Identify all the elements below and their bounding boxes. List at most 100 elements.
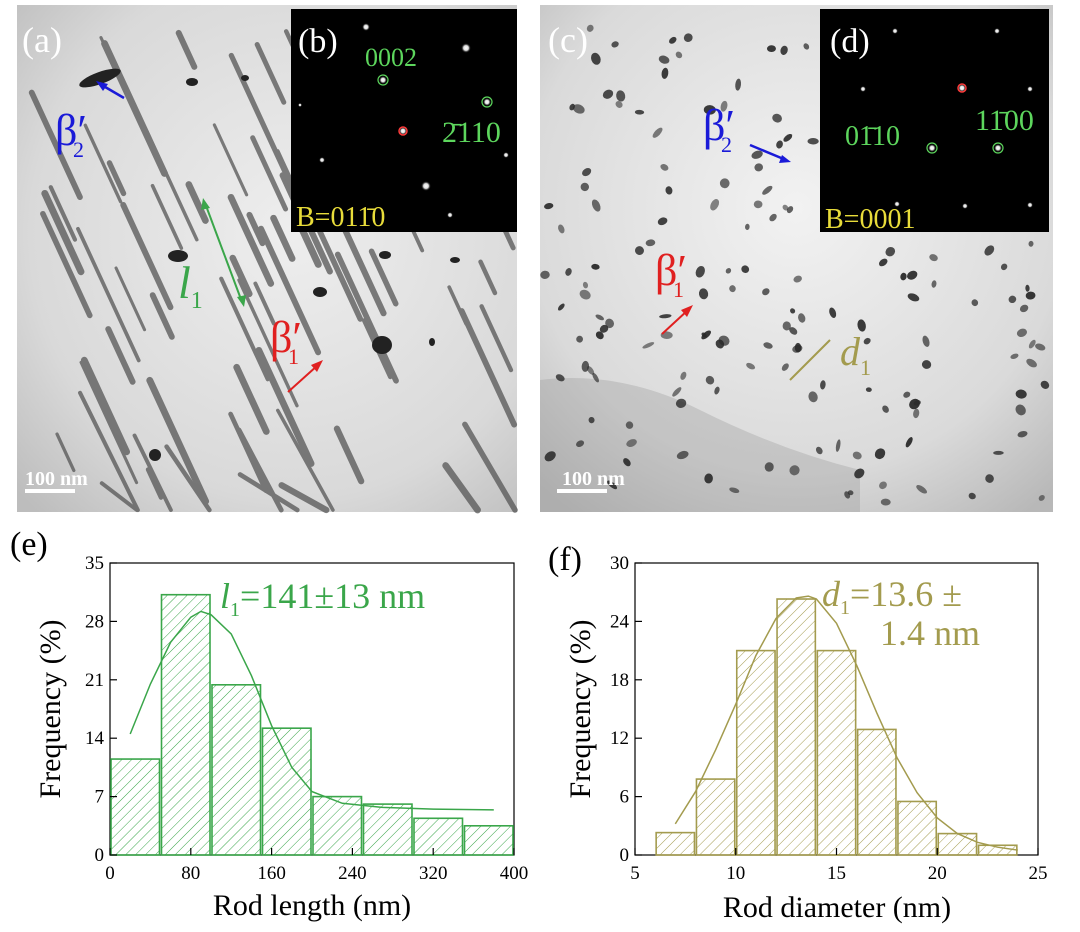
precipitate-rod	[132, 433, 173, 512]
precipitate-dot	[878, 258, 888, 267]
precipitate-dot	[729, 487, 740, 494]
precipitate-dot	[611, 41, 619, 48]
precipitate-dot	[905, 437, 913, 448]
precipitate-dot	[701, 332, 707, 338]
precipitate-dot	[595, 331, 604, 340]
panel-a-label: (a)	[22, 20, 62, 60]
precipitate-dot	[565, 268, 572, 276]
precipitate-dot	[968, 492, 976, 500]
diffraction-spot	[461, 43, 471, 53]
precipitate-dot	[874, 448, 886, 460]
histogram-bar	[776, 598, 817, 856]
precipitate-dot	[658, 55, 670, 64]
panel-d-spot-0110: 01̄10	[845, 121, 900, 152]
y-tick-label: 7	[95, 787, 105, 808]
precipitate-dot	[588, 416, 595, 424]
panel-b-label: (b)	[298, 23, 338, 60]
precipitate-rod	[278, 482, 330, 514]
precipitate-dot	[854, 468, 865, 479]
precipitate-dot	[820, 380, 826, 390]
chart-e-xlabel: Rod length (nm)	[213, 889, 411, 922]
histogram-bar	[160, 593, 211, 856]
diffraction-spot	[421, 181, 431, 191]
precipitate-dot	[576, 335, 584, 343]
chart-f: 5 10 15 20 25 0 6 12 18 24 30	[610, 553, 1048, 884]
precipitate-dot	[735, 78, 742, 91]
y-tick-label: 24	[610, 611, 630, 632]
precipitate-dot	[703, 105, 716, 115]
precipitate-dot	[1026, 358, 1037, 368]
precipitate-dot	[591, 199, 601, 212]
precipitate-rod	[99, 481, 139, 512]
precipitate-dot	[803, 43, 810, 50]
precipitate-dot	[762, 288, 770, 296]
precipitate-rod	[150, 183, 184, 250]
chart-e-ylabel: Frequency (%)	[34, 619, 67, 798]
precipitate-rod	[28, 89, 83, 200]
precipitate-dot	[659, 314, 672, 319]
precipitate-rod	[175, 29, 198, 70]
d1-label-c: d1	[840, 329, 871, 380]
precipitate-dot	[808, 391, 818, 403]
precipitate-dot	[984, 245, 995, 256]
precipitate-rod	[149, 292, 175, 340]
precipitate-dot	[1038, 494, 1045, 501]
chart-e-annotation: l1=141±13 nm	[220, 576, 425, 621]
precipitate-dot	[634, 109, 645, 115]
precipitate-dot	[903, 391, 911, 398]
y-tick-label: 28	[85, 611, 104, 632]
precipitate-dot	[907, 270, 918, 280]
precipitate-rod	[146, 376, 210, 505]
precipitate-dot	[675, 398, 687, 408]
panel-c-label: (c)	[548, 20, 588, 60]
panel-e-label: (e)	[10, 526, 48, 563]
precipitate-dot	[657, 217, 668, 226]
diffraction-spot	[362, 23, 370, 31]
precipitate-rod	[229, 254, 253, 298]
panel-d-diffraction	[820, 9, 1049, 232]
scale-bar-c	[557, 489, 607, 493]
precipitate-dot	[558, 224, 565, 234]
x-tick-label: 240	[338, 863, 367, 884]
precipitate-rod	[276, 408, 335, 512]
scale-bar-c-label: 100 nm	[562, 468, 625, 490]
precipitate-dot	[592, 372, 599, 383]
beta1-label-a: β′1	[270, 313, 302, 369]
panel-f-label: (f)	[548, 541, 582, 578]
precipitate-dot	[680, 371, 687, 380]
precipitate-rod	[258, 225, 322, 356]
histogram-bar	[211, 684, 262, 856]
precipitate-rod	[219, 276, 270, 382]
precipitate-rod	[237, 472, 300, 513]
precipitate-dot	[741, 265, 750, 273]
panel-b-zone-axis: B=011̄0	[296, 202, 385, 233]
precipitate-dot	[576, 440, 585, 447]
precipitate-rod	[212, 123, 249, 197]
diffraction-spot	[399, 127, 407, 135]
precipitate-rod	[442, 462, 481, 514]
precipitate-dot	[764, 462, 774, 472]
histogram-bar	[937, 832, 978, 856]
precipitate-dot	[605, 318, 614, 329]
x-tick-label: 320	[419, 863, 448, 884]
precipitate-dot	[781, 363, 789, 371]
precipitate-rod	[83, 123, 123, 204]
precipitate-dot	[852, 451, 862, 460]
precipitate-dot	[782, 321, 791, 331]
precipitate-rod	[250, 135, 289, 212]
precipitate-dot	[907, 293, 920, 302]
precipitate-rod	[368, 248, 399, 307]
precipitate-dot	[625, 421, 634, 429]
precipitate-dot	[844, 491, 851, 499]
precipitate-dot	[705, 375, 715, 385]
precipitate-dot	[900, 272, 907, 281]
precipitate-dot	[790, 308, 796, 314]
precipitate-rod	[479, 304, 514, 373]
diffraction-spot	[962, 203, 968, 209]
diffraction-spot	[994, 144, 1002, 152]
precipitate-dot	[626, 439, 637, 447]
y-tick-label: 21	[85, 670, 104, 691]
histogram-bar	[463, 824, 514, 856]
precipitate-dot	[557, 303, 565, 311]
